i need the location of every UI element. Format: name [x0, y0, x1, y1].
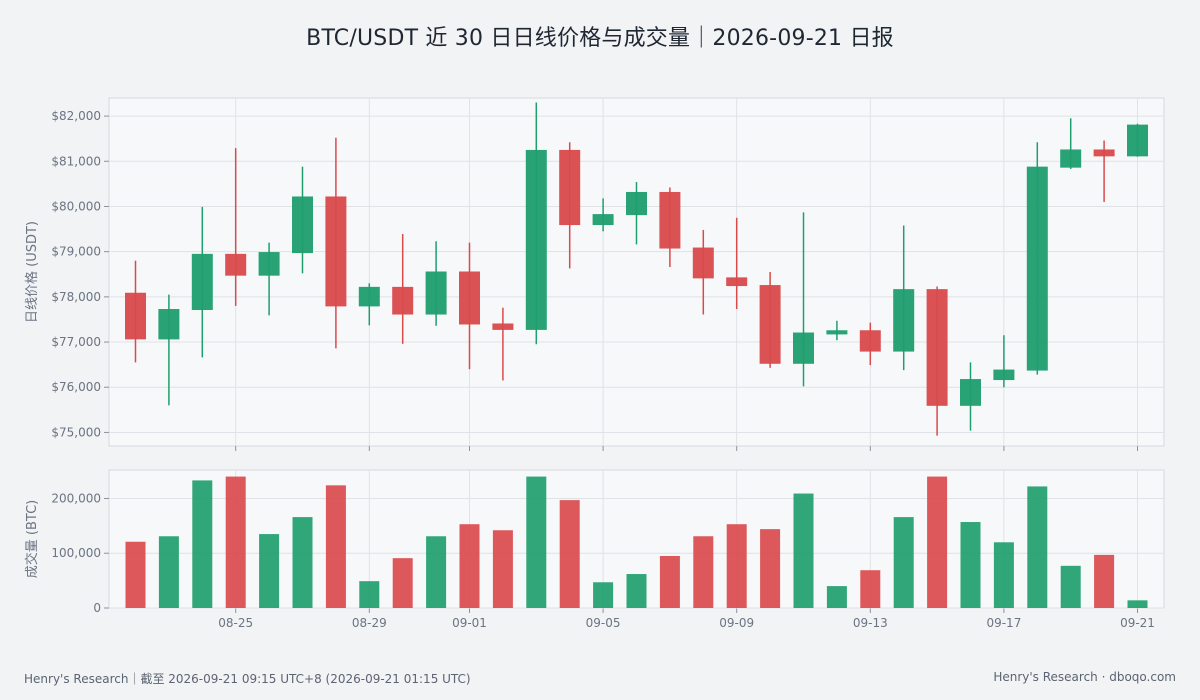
candle-body [1128, 125, 1148, 156]
volume-bar [1027, 486, 1047, 608]
volume-bar [126, 542, 146, 608]
candle-body [994, 370, 1014, 379]
volume-bar [159, 536, 179, 608]
candle-body [293, 197, 313, 253]
footer-source: Henry's Research｜截至 2026-09-21 09:15 UTC… [24, 670, 471, 687]
volume-bar [359, 581, 379, 608]
volume-bar [727, 524, 747, 608]
volume-bar [1061, 566, 1081, 608]
candle-body [627, 192, 647, 214]
price-ytick-label: $79,000 [51, 245, 101, 259]
volume-bar [961, 522, 981, 608]
footer-brand: Henry's Research · dboqo.com [993, 670, 1176, 684]
xtick-label: 08-29 [352, 616, 387, 630]
candle-body [560, 150, 580, 224]
volume-bar [192, 480, 212, 608]
volume-bar [593, 582, 613, 608]
xtick-label: 09-21 [1120, 616, 1155, 630]
volume-bar [627, 574, 647, 608]
candle-body [961, 380, 981, 406]
candle-body [1061, 150, 1081, 167]
candle-body [593, 215, 613, 225]
candle-body [159, 310, 179, 339]
volume-bar [526, 477, 546, 608]
volume-bar [1094, 555, 1114, 608]
volume-ytick-label: 0 [93, 601, 101, 615]
volume-bar [1128, 600, 1148, 608]
xtick-label: 09-05 [586, 616, 621, 630]
candle-body [426, 272, 446, 314]
volume-bar [560, 500, 580, 608]
volume-bar [226, 477, 246, 608]
candle-body [460, 272, 480, 324]
candle-body [827, 331, 847, 334]
candle-body [259, 253, 279, 276]
price-ytick-label: $75,000 [51, 425, 101, 439]
volume-ytick-label: 100,000 [51, 546, 101, 560]
xtick-label: 09-13 [853, 616, 888, 630]
volume-ylabel: 成交量 (BTC) [24, 500, 40, 578]
candle-body [493, 324, 513, 329]
candle-body [1094, 150, 1114, 156]
volume-bar [994, 542, 1014, 608]
volume-bar [760, 529, 780, 608]
volume-bar [827, 586, 847, 608]
candle-body [760, 286, 780, 364]
volume-ytick-label: 200,000 [51, 491, 101, 505]
volume-bar [894, 517, 914, 608]
price-ytick-label: $80,000 [51, 199, 101, 213]
volume-bar [326, 485, 346, 608]
candle-body [359, 287, 379, 306]
candle-body [126, 293, 146, 339]
volume-bar [794, 494, 814, 608]
candle-body [894, 290, 914, 351]
volume-bar [460, 524, 480, 608]
volume-bar [493, 530, 513, 608]
candle-body [192, 254, 212, 309]
price-ytick-label: $82,000 [51, 109, 101, 123]
price-ylabel: 日线价格 (USDT) [24, 221, 40, 323]
candle-body [693, 248, 713, 278]
candle-body [1027, 167, 1047, 370]
candle-body [860, 331, 880, 351]
volume-bar [393, 558, 413, 608]
price-ytick-label: $77,000 [51, 335, 101, 349]
volume-bar [259, 534, 279, 608]
candle-body [794, 333, 814, 363]
xtick-label: 09-09 [719, 616, 754, 630]
candle-body [927, 290, 947, 406]
volume-bar [860, 570, 880, 608]
candle-body [326, 197, 346, 306]
price-ytick-label: $78,000 [51, 290, 101, 304]
candle-body [393, 287, 413, 314]
volume-bar [293, 517, 313, 608]
xtick-label: 09-01 [452, 616, 487, 630]
volume-bar [660, 556, 680, 608]
xtick-label: 08-25 [218, 616, 253, 630]
candle-body [526, 150, 546, 329]
volume-bar [927, 477, 947, 608]
price-ytick-label: $81,000 [51, 154, 101, 168]
candle-body [727, 278, 747, 286]
volume-bar [693, 536, 713, 608]
candle-body [226, 254, 246, 275]
candle-body [660, 192, 680, 248]
price-ytick-label: $76,000 [51, 380, 101, 394]
xtick-label: 09-17 [986, 616, 1021, 630]
volume-bar [426, 536, 446, 608]
